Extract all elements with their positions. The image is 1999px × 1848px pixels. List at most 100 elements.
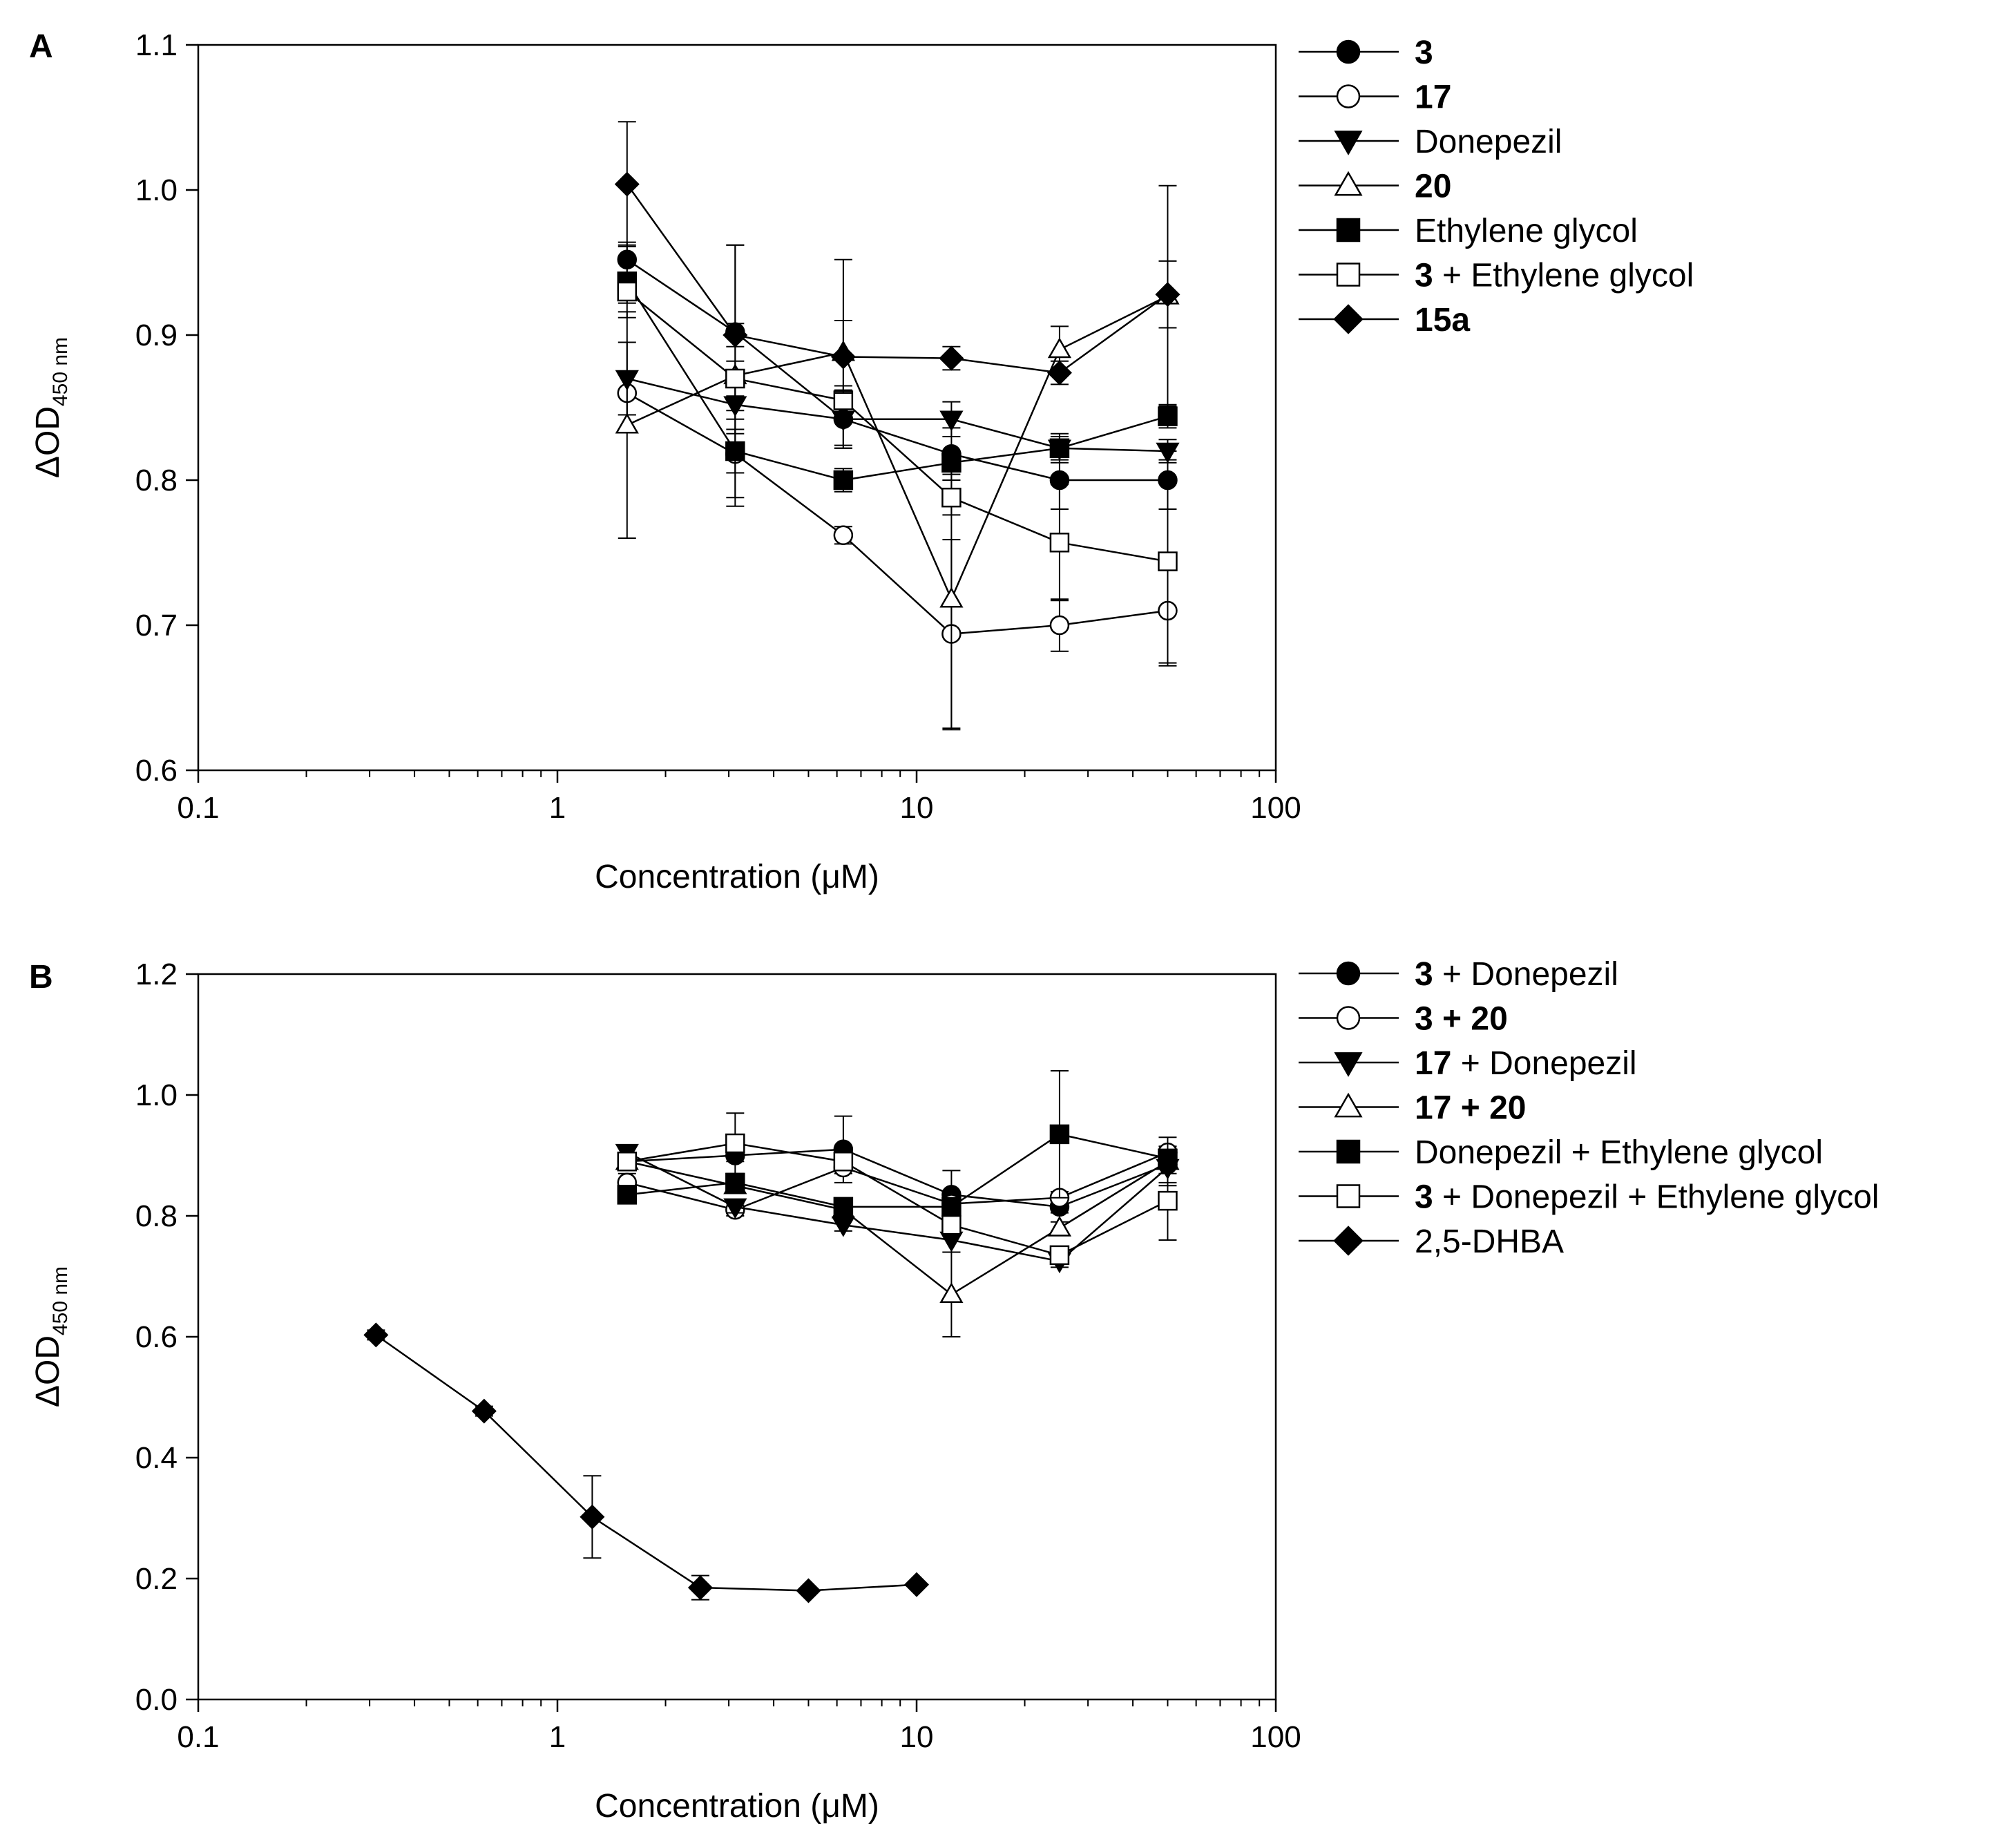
data-point — [723, 322, 748, 348]
panel-letter-a: A — [29, 28, 53, 65]
series-line — [627, 295, 1169, 602]
legend-label: 2,5-DHBA — [1415, 1223, 1564, 1260]
data-point — [614, 171, 640, 197]
x-tick-label: 100 — [1250, 791, 1301, 825]
data-point — [723, 1198, 747, 1219]
legend-entry: 17 — [1299, 79, 1451, 116]
legend-label-part: 3 — [1415, 1179, 1433, 1216]
data-point — [1158, 551, 1178, 571]
legend-label: 3 + Ethylene glycol — [1415, 258, 1694, 294]
legend-marker — [1336, 84, 1361, 108]
legend-entry: 3 — [1299, 35, 1433, 71]
legend-label-part: 20 — [1415, 169, 1451, 205]
legend-marker — [1336, 39, 1361, 64]
data-point — [903, 1572, 930, 1597]
data-point — [1158, 1190, 1178, 1211]
data-point — [833, 1152, 854, 1172]
data-point — [617, 281, 638, 302]
data-point — [1047, 337, 1072, 359]
data-point — [830, 344, 856, 370]
legend-label: 3 + Donepezil — [1415, 956, 1618, 993]
data-point — [833, 470, 854, 490]
series-line — [626, 183, 1169, 374]
data-point — [941, 487, 962, 508]
y-tick-label: 1.0 — [135, 173, 178, 207]
data-point — [939, 1282, 964, 1304]
legend-entry: 17 + Donepezil — [1299, 1045, 1637, 1082]
data-point — [1158, 406, 1178, 426]
legend-label: Donepezil + Ethylene glycol — [1415, 1134, 1823, 1171]
y-tick-label: 0.8 — [135, 1199, 178, 1233]
x-tick-label: 0.1 — [177, 791, 219, 825]
legend-label: Ethylene glycol — [1415, 213, 1638, 249]
y-tick-label: 0.2 — [135, 1562, 178, 1596]
series-line — [627, 291, 1168, 562]
data-point — [796, 1578, 821, 1603]
data-point — [941, 1197, 962, 1217]
legend-entry: 3 + Donepezil + Ethylene glycol — [1299, 1179, 1879, 1216]
data-point — [1049, 615, 1070, 636]
legend-label-part: 3 — [1415, 35, 1433, 71]
legend-marker — [1334, 131, 1363, 155]
y-axis-label-subscript: 450 nm — [49, 337, 72, 406]
legend-marker — [1336, 263, 1361, 287]
data-point — [615, 412, 639, 434]
data-point — [725, 1133, 745, 1154]
legend-label-part: 3 — [1415, 258, 1433, 294]
data-point — [1155, 282, 1180, 307]
series-3-donepezil — [617, 1115, 1178, 1220]
x-tick-label: 10 — [900, 1720, 934, 1754]
x-tick-label: 1 — [549, 1720, 566, 1754]
legend-entry: 2,5-DHBA — [1299, 1223, 1564, 1260]
series-ethylene-glycol — [617, 244, 1178, 493]
data-point — [1046, 360, 1072, 385]
legend-entry: Ethylene glycol — [1299, 213, 1638, 249]
data-point — [725, 368, 745, 389]
x-tick-label: 1 — [549, 791, 566, 825]
series-17 — [617, 370, 1178, 730]
legend-entry: 3 + 20 — [1299, 1001, 1508, 1038]
y-tick-label: 0.8 — [135, 464, 178, 497]
series-line — [627, 1142, 1169, 1257]
legend-marker — [1336, 961, 1361, 986]
legend-label-part: 3 — [1415, 956, 1433, 993]
legend-label: 17 — [1415, 79, 1451, 116]
data-point — [1049, 438, 1070, 459]
y-tick-label: 0.4 — [135, 1441, 178, 1475]
legend-label-part: + Donepezil + Ethylene glycol — [1433, 1179, 1880, 1216]
series-20 — [615, 184, 1180, 731]
panel-letter-b: B — [29, 959, 53, 996]
data-point — [1047, 1216, 1072, 1237]
legend-label: 17 + Donepezil — [1415, 1045, 1637, 1082]
series-15a — [614, 121, 1180, 394]
legend-label: Donepezil — [1415, 124, 1562, 160]
legend-marker — [1336, 218, 1361, 242]
y-tick-label: 1.0 — [135, 1078, 178, 1112]
y-axis-label-main: ΔOD — [30, 1335, 66, 1407]
x-tick-label: 0.1 — [177, 1720, 219, 1754]
data-point — [939, 587, 964, 608]
x-tick-label: 100 — [1250, 1720, 1301, 1754]
legend-label-part: Donepezil — [1415, 124, 1562, 160]
legend-label: 3 + 20 — [1415, 1001, 1508, 1038]
data-point — [1049, 533, 1070, 553]
y-axis-label-main: ΔOD — [30, 406, 66, 478]
panel-a: A 0.6 0.7 0.8 0.9 1.0 1.1 0.1 1 10 100 Concentrati… — [29, 28, 1694, 895]
data-point — [471, 1398, 497, 1424]
data-point — [1156, 442, 1180, 464]
data-point — [617, 1152, 638, 1172]
series-line — [375, 1334, 917, 1592]
y-tick-label: 0.7 — [135, 609, 178, 642]
series-line — [626, 280, 1168, 482]
data-point — [580, 1504, 605, 1530]
legend-label-part: 3 + 20 — [1415, 1001, 1508, 1038]
data-point — [1049, 1245, 1070, 1266]
series-line — [627, 1133, 1168, 1208]
legend-marker — [1336, 1184, 1361, 1208]
legend-entry: 20 — [1299, 169, 1451, 205]
legend-entry: 15a — [1299, 302, 1470, 339]
legend-label-part: + Donepezil — [1433, 956, 1618, 993]
legend-entry: Donepezil + Ethylene glycol — [1299, 1134, 1823, 1171]
legend-label: 20 — [1415, 169, 1451, 205]
